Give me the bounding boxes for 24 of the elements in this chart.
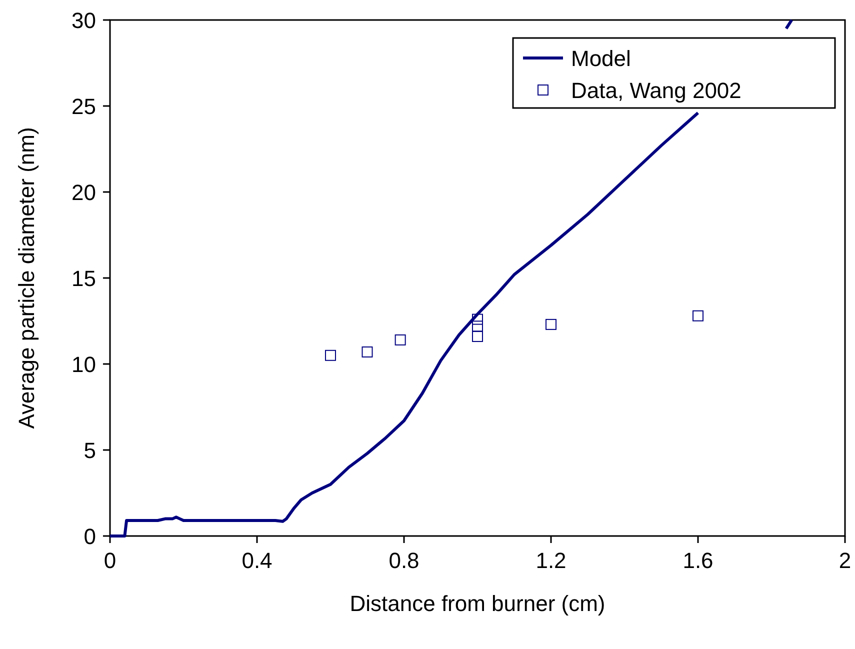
y-tick-label: 0 xyxy=(84,524,96,549)
legend-label: Model xyxy=(571,46,631,71)
x-tick-label: 1.6 xyxy=(682,548,714,573)
y-tick-label: 25 xyxy=(72,94,96,119)
x-tick-label: 0.8 xyxy=(388,548,420,573)
point xyxy=(546,318,556,330)
x-tick-label: 0 xyxy=(104,548,116,573)
y-tick-label: 20 xyxy=(72,180,96,205)
y-tick-label: 5 xyxy=(84,438,96,463)
point xyxy=(394,334,406,346)
point xyxy=(472,314,483,325)
x-tick-label: 2 xyxy=(838,548,852,573)
point xyxy=(472,330,483,342)
point xyxy=(692,310,704,322)
y-axis-title: Average particle diameter (nm) xyxy=(14,127,39,429)
legend-label: Data, Wang 2002 xyxy=(571,78,742,103)
y-tick-label: 10 xyxy=(72,352,96,377)
y-tick-label: 30 xyxy=(72,8,96,33)
x-tick-label: 0.4 xyxy=(242,548,272,573)
x-axis-title: Distance from burner (cm) xyxy=(350,591,606,616)
x-tick-label: 1.2 xyxy=(536,548,566,573)
point xyxy=(325,350,336,361)
y-tick-label: 15 xyxy=(72,266,96,291)
point xyxy=(362,346,373,358)
